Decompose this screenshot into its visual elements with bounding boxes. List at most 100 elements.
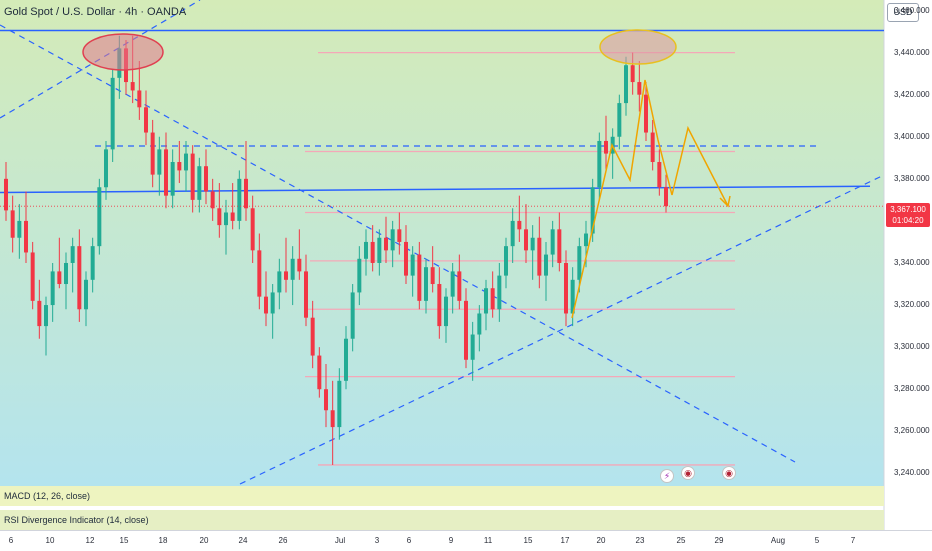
price-axis-label: 3,300.000 [894,342,930,352]
currency-button[interactable]: USD [887,3,919,22]
dashed-trendline [239,174,885,485]
macd-pane[interactable]: MACD (12, 26, close) [0,486,884,506]
candle [204,149,208,205]
candle-body [490,288,495,310]
candle [144,90,148,146]
candle-body [270,292,275,314]
candle-body [290,258,295,280]
rsi-pane[interactable]: RSI Divergence Indicator (14, close) [0,510,884,530]
time-axis-label: 9 [448,536,454,545]
candle-body [584,233,588,247]
candle-body [370,241,375,263]
candle-body [150,132,155,175]
candle-body [224,212,228,226]
candle-body [204,166,208,192]
candle [384,216,388,263]
candle-body [104,149,108,188]
candle [90,237,95,293]
candle-body [390,229,395,251]
candle [177,140,182,184]
candle-body [297,258,302,272]
candle-body [397,229,402,242]
price-axis-label: 3,440.000 [894,47,930,57]
candle [337,368,342,440]
candle-body [197,166,202,200]
candle-body [564,262,568,314]
candle-body [164,149,168,196]
candle [557,212,562,272]
candle-body [430,267,435,285]
candle [624,56,628,116]
time-axis-label: 29 [714,536,724,545]
candle [424,258,428,314]
us-flag-event-icon[interactable]: ◉ [722,466,736,480]
dashed-trendline [0,24,796,463]
candle [304,254,308,327]
candle [77,229,82,322]
candle-body [217,208,222,226]
candle-body [557,229,562,263]
candle [497,262,502,322]
symbol-title[interactable]: Gold Spot / U.S. Dollar · 4h · OANDA [4,6,187,18]
projection-arrowhead [719,195,731,208]
candle [604,115,608,171]
candle [157,136,162,196]
price-axis-label: 3,380.000 [894,173,930,183]
candle-body [30,252,35,301]
candle-body [617,103,622,137]
candle [524,204,528,263]
time-axis-label: 23 [635,536,645,545]
candle [277,258,282,310]
current-price-tag: 3,367.100 01:04:20 [886,203,930,227]
candle [404,225,408,285]
candle [390,220,395,268]
candle [184,140,188,192]
candle-body [477,313,482,335]
candle-body [384,237,388,251]
candle-body [157,149,162,175]
candle [297,229,302,280]
candle [44,296,48,356]
candle-body [330,410,335,428]
candle [210,178,215,221]
candle-body [504,246,508,276]
time-axis[interactable]: 6 10 12 15 18 20 24 26 Jul 3 6 9 11 15 17 20 23 25 29 Aug 5 7 [0,530,932,551]
time-axis-label: 25 [676,536,686,545]
flash-event-icon[interactable]: ⚡ [660,469,674,483]
time-axis-label: 10 [45,536,55,545]
time-axis-label: 7 [850,536,856,545]
candle-body [184,153,188,171]
macd-label: MACD (12, 26, close) [4,491,91,501]
current-price-value: 3,367.100 [890,205,926,214]
time-axis-label: 15 [523,536,533,545]
time-axis-label: 6 [8,536,14,545]
candle-body [44,305,48,327]
candle-body [110,77,115,150]
candle [657,149,662,196]
candle-body [210,191,215,209]
time-axis-label: 11 [483,536,493,545]
candle-body [277,271,282,293]
candle-body [230,212,235,221]
candle-body [350,292,355,339]
candle [464,288,468,369]
candle [644,82,648,141]
us-flag-event-icon[interactable]: ◉ [681,466,695,480]
candle-body [410,254,415,276]
time-axis-label: 18 [158,536,168,545]
candle [444,288,448,343]
candle-body [450,271,455,297]
candle [364,229,368,276]
candle-body [190,153,195,200]
candle [477,305,482,352]
candle [317,347,322,398]
candle-body [664,187,668,207]
candle [484,279,488,331]
highlight-ellipse-right [599,29,677,65]
candle [617,94,622,150]
candle-body [484,288,488,314]
time-axis-label: 12 [85,536,95,545]
highlight-ellipse-left [82,33,164,71]
